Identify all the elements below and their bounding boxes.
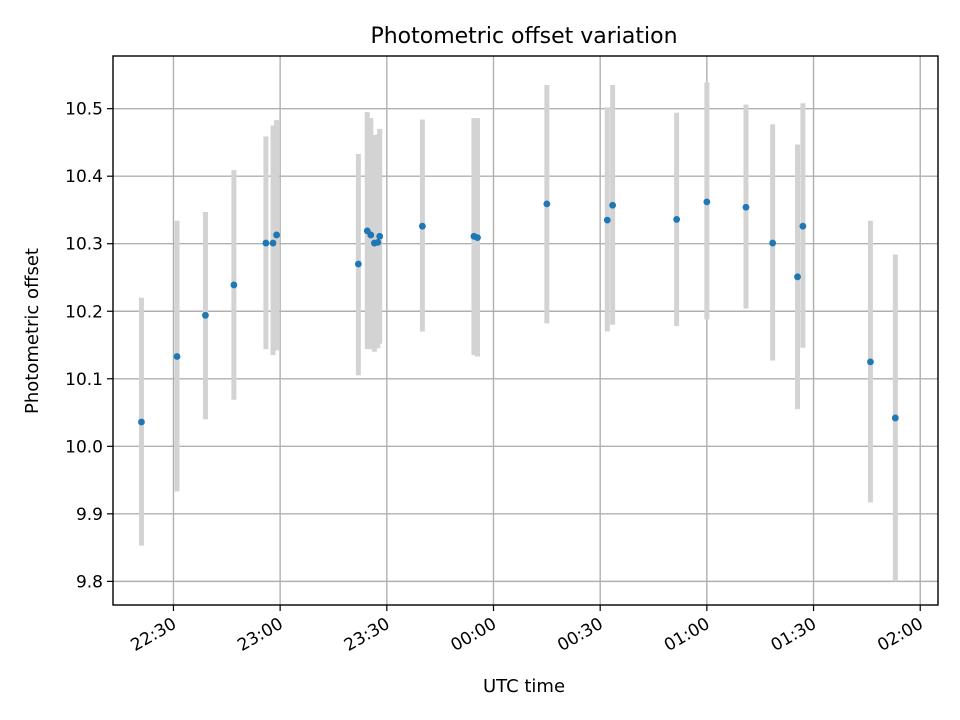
data-point — [609, 201, 617, 209]
data-point — [742, 203, 750, 211]
y-tick-label: 9.9 — [76, 505, 103, 525]
data-point — [769, 239, 777, 247]
y-axis: 9.8 9.9 10.0 10.1 10.2 10.3 10.4 10.5 — [65, 100, 113, 592]
data-point — [173, 353, 181, 360]
data-point — [673, 216, 681, 223]
data-point — [794, 273, 801, 281]
y-tick-label: 9.8 — [76, 572, 103, 592]
y-tick-label: 10.4 — [65, 167, 103, 187]
data-point — [799, 222, 807, 230]
y-tick-label: 10.2 — [65, 302, 103, 322]
data-point — [376, 232, 384, 240]
y-tick-label: 10.3 — [65, 235, 103, 255]
y-tick-label: 10.5 — [65, 100, 103, 120]
data-point — [543, 200, 551, 208]
grid-layer — [113, 56, 938, 605]
data-point — [891, 414, 899, 422]
data-point — [269, 239, 277, 247]
data-point — [354, 260, 362, 268]
data-point — [138, 418, 145, 426]
data-point — [603, 216, 611, 224]
chart-title: Photometric offset variation — [370, 24, 677, 49]
y-tick-label: 10.1 — [65, 370, 103, 390]
data-point — [367, 231, 375, 239]
y-axis-label: Photometric offset — [22, 248, 43, 414]
data-point — [262, 239, 270, 247]
data-point — [418, 222, 426, 230]
data-point — [273, 231, 280, 239]
x-axis-label: UTC time — [483, 676, 565, 697]
point-layer — [138, 198, 899, 426]
data-point — [202, 311, 209, 319]
y-tick-label: 10.0 — [65, 437, 103, 457]
data-point — [230, 281, 238, 289]
data-point — [474, 234, 481, 242]
data-point — [867, 358, 874, 366]
data-point — [374, 238, 382, 246]
plot-frame — [112, 55, 939, 606]
data-point — [703, 198, 711, 206]
